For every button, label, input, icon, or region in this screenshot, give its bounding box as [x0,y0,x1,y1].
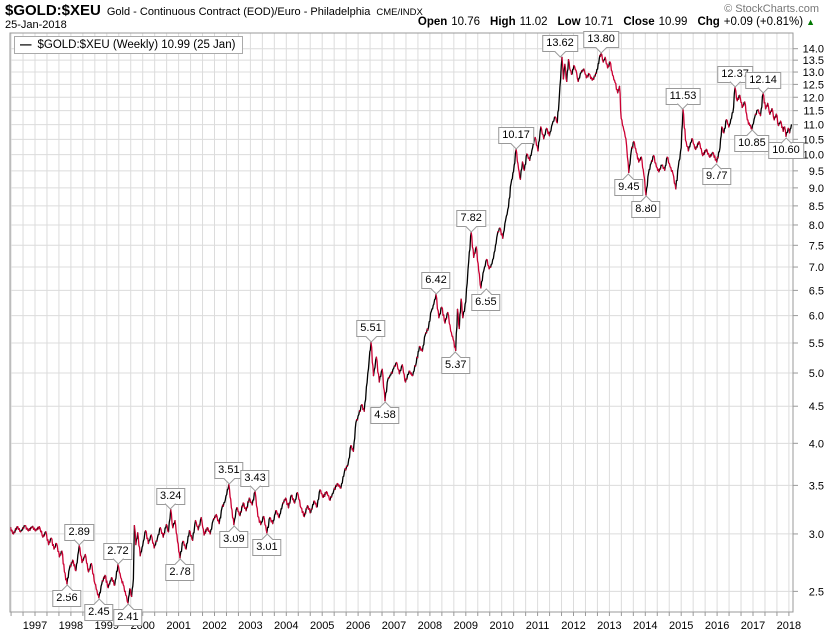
x-axis-label: 2011 [526,620,550,632]
quote-field-label: Open [417,16,448,28]
quote-field-label: Close [623,16,655,28]
quote-item: High 11.02 [490,16,548,28]
x-axis-label: 1997 [23,620,47,632]
chart-header: $GOLD:$XEU Gold - Continuous Contract (E… [5,2,423,19]
price-line-down [9,52,791,604]
y-axis-label: 2.5 [809,586,824,598]
y-axis-label: 8.5 [809,201,824,213]
legend-line-swatch-icon: — [20,39,32,51]
quote-field-value: 11.02 [519,16,548,28]
x-axis-label: 2002 [202,620,226,632]
x-axis-label: 2018 [777,620,801,632]
y-axis-label: 13.0 [803,67,824,79]
quote-field-label: Chg [697,16,720,28]
y-axis-label: 4.5 [809,401,824,413]
y-axis-label: 5.0 [809,368,824,380]
x-axis-label: 2000 [130,620,154,632]
plot-border [9,32,794,613]
quote-field-value: 10.71 [584,16,614,28]
x-axis-label: 2014 [633,620,657,632]
x-axis-label: 2008 [418,620,442,632]
quote-item: Close 10.99 [623,16,687,28]
exchange-label: CME/INDX [376,7,423,18]
legend-label: $GOLD:$XEU (Weekly) 10.99 (25 Jan) [37,39,236,51]
x-axis-label: 2007 [382,620,406,632]
chart-date: 25-Jan-2018 [5,19,67,31]
x-axis-label: 2001 [166,620,190,632]
y-axis-label: 11.0 [803,120,824,132]
x-axis-label: 2004 [274,620,298,632]
y-axis-label: 3.5 [809,480,824,492]
x-axis-label: 2010 [489,620,513,632]
y-axis-label: 9.5 [809,166,824,178]
x-axis-label: 2005 [310,620,334,632]
quote-field-value: 10.76 [451,16,481,28]
x-axis-label: 2003 [238,620,262,632]
y-axis-label: 3.0 [809,529,824,541]
copyright-label: © StockCharts.com [724,3,819,15]
y-axis-label: 9.0 [809,183,824,195]
plot-background [10,33,793,612]
y-axis-label: 7.0 [809,262,824,274]
change-up-arrow-icon: ▲ [806,17,815,27]
x-axis-label: 2013 [597,620,621,632]
y-axis-label: 7.5 [809,240,824,252]
y-axis-label: 10.0 [803,150,824,162]
y-axis-label: 4.0 [809,438,824,450]
y-axis-label: 11.5 [803,106,824,118]
y-axis-label: 8.0 [809,220,824,232]
x-axis-label: 2017 [741,620,765,632]
symbol-description: Gold - Continuous Contract (EOD)/Euro - … [106,6,371,18]
chart-legend[interactable]: — $GOLD:$XEU (Weekly) 10.99 (25 Jan) [14,36,244,54]
quote-field-label: High [490,16,516,28]
x-axis-label: 2006 [346,620,370,632]
y-axis-label: 5.5 [809,338,824,350]
x-axis-label: 2015 [669,620,693,632]
x-axis-label: 2009 [454,620,478,632]
y-axis-label: 6.0 [809,311,824,323]
y-axis-label: 14.0 [803,44,824,56]
y-axis-label: 13.5 [803,55,824,67]
x-axis-label: 1998 [59,620,83,632]
ohlc-quote-row: Open 10.76 High 11.02 Low 10.71 Close 10.99 Chg +… [408,16,815,28]
y-axis-label: 10.5 [803,134,824,146]
quote-item: Chg +0.09 (+0.81%) [697,16,803,28]
quote-item: Low 10.71 [558,16,614,28]
x-axis-label: 1999 [95,620,119,632]
symbol-title: $GOLD:$XEU [5,2,101,19]
x-axis-label: 2016 [705,620,729,632]
y-axis-label: 12.0 [803,92,824,104]
quote-field-value: +0.09 (+0.81%) [723,16,804,28]
quote-field-label: Low [557,16,581,28]
y-axis-label: 6.5 [809,285,824,297]
quote-field-value: 10.99 [658,16,688,28]
quote-item: Open 10.76 [418,16,480,28]
y-axis-label: 12.5 [803,79,824,91]
x-axis-label: 2012 [561,620,585,632]
